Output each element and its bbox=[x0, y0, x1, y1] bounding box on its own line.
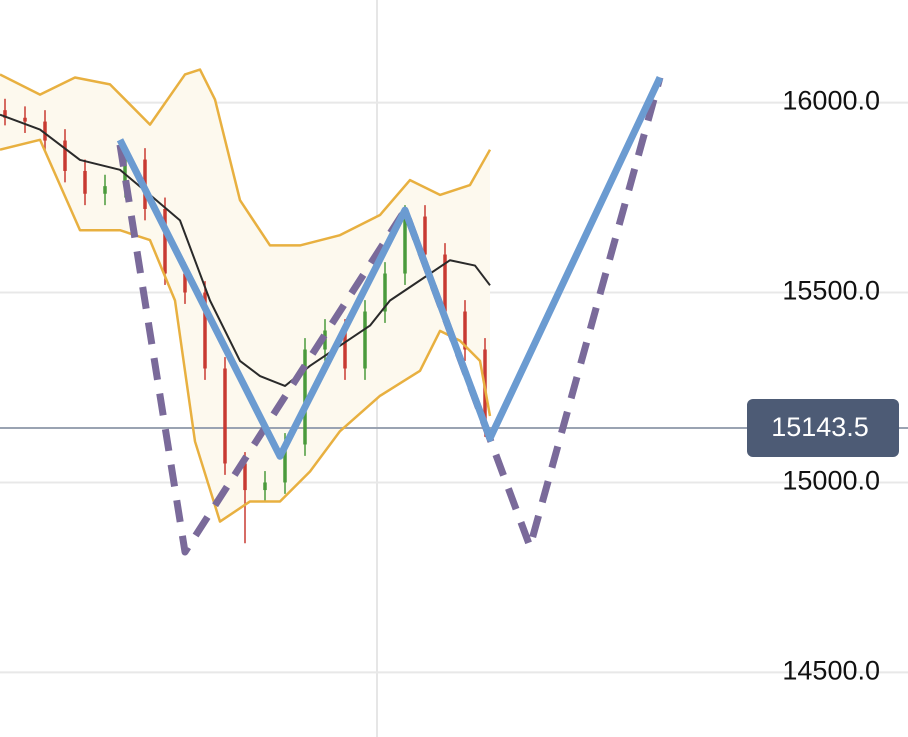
candle-body bbox=[383, 273, 387, 312]
candle-body bbox=[263, 482, 267, 491]
indicator-line bbox=[116, 76, 664, 556]
indicator-line bbox=[0, 113, 491, 387]
y-tick-label: 15500.0 bbox=[782, 276, 880, 306]
candle-body bbox=[243, 463, 247, 491]
indicator-line bbox=[116, 76, 664, 460]
candle-body bbox=[23, 117, 27, 122]
candle-body bbox=[303, 349, 307, 445]
indicator-line bbox=[0, 138, 492, 523]
last-price-label: 15143.5 bbox=[771, 412, 869, 442]
candle-body bbox=[363, 311, 367, 369]
last-price-box bbox=[747, 398, 899, 457]
y-tick-label: 16000.0 bbox=[782, 86, 880, 116]
y-tick-label: 14500.0 bbox=[782, 656, 880, 686]
candle-body bbox=[3, 110, 7, 118]
candle-body bbox=[223, 368, 227, 464]
candle-body bbox=[203, 292, 207, 369]
candle-body bbox=[103, 186, 107, 194]
candle-body bbox=[43, 121, 47, 141]
candle-body bbox=[343, 330, 347, 369]
candle-body bbox=[443, 254, 447, 312]
candle-body bbox=[463, 311, 467, 350]
candle-body bbox=[183, 273, 187, 293]
candle-body bbox=[423, 216, 427, 255]
candle-body bbox=[283, 444, 287, 483]
candle-body bbox=[403, 216, 407, 274]
candle-body bbox=[63, 140, 67, 171]
y-tick-label: 15000.0 bbox=[782, 466, 880, 496]
indicator-line bbox=[0, 68, 492, 247]
candle-body bbox=[163, 208, 167, 274]
candle-body bbox=[83, 170, 87, 194]
